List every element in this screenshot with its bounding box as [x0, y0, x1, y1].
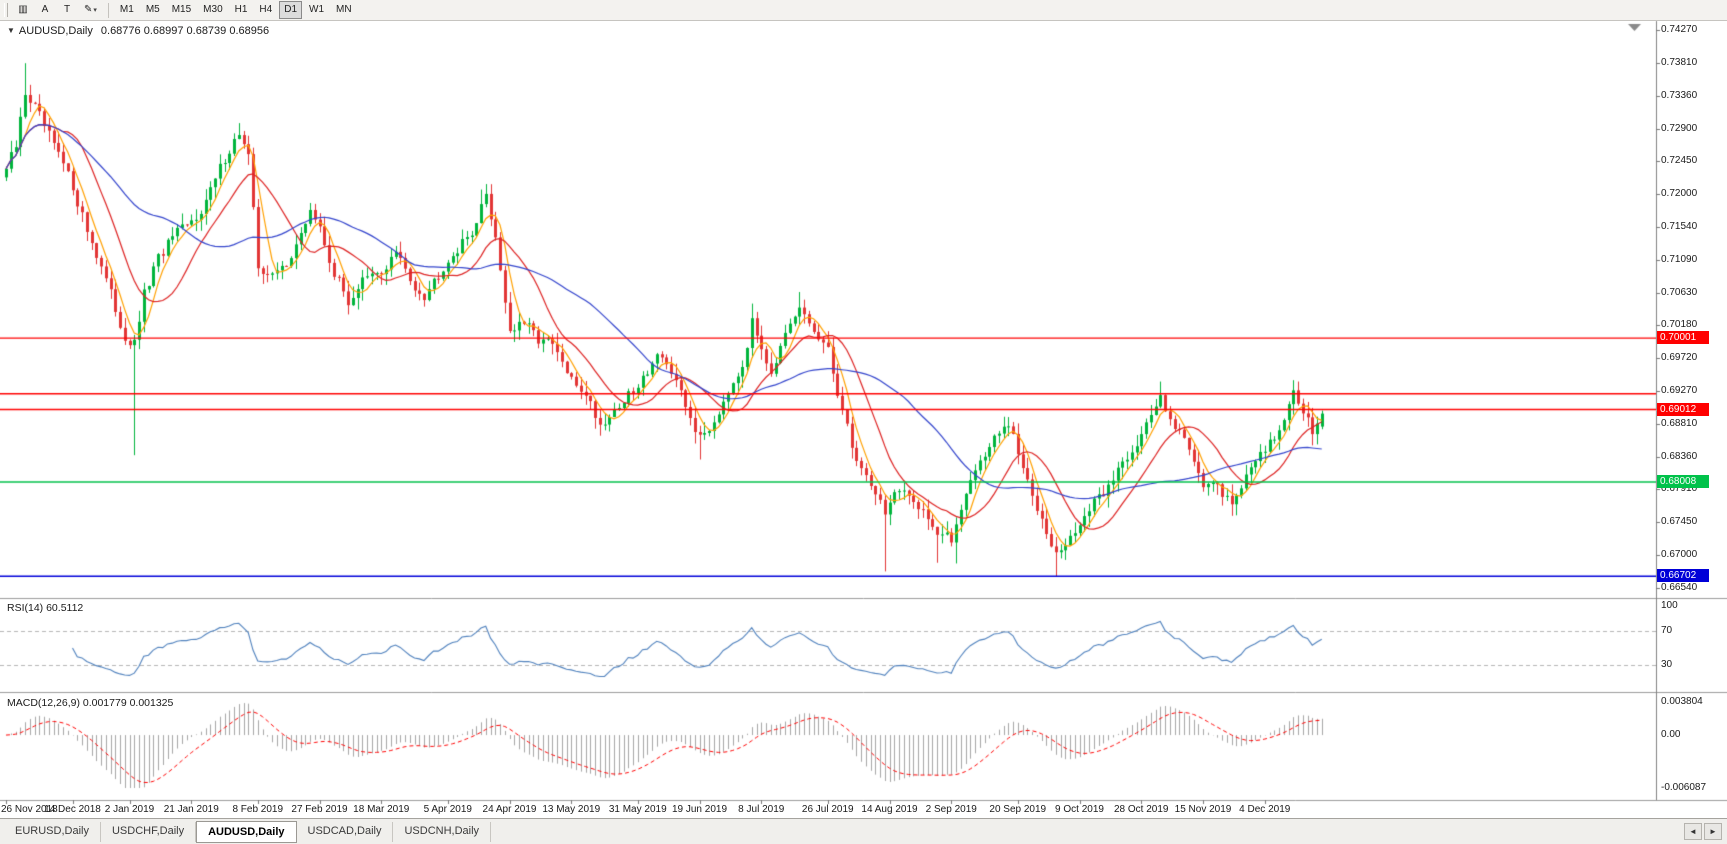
collapse-arrow-icon[interactable]: ▼	[7, 26, 15, 35]
price-axis-label: 0.70630	[1661, 286, 1698, 298]
price-axis-label: 0.67910	[1661, 483, 1698, 495]
date-axis-label: 14 Dec 2018	[44, 804, 101, 815]
date-axis-label: 2 Sep 2019	[925, 804, 977, 815]
cursor-tool-icon: A	[41, 4, 49, 15]
price-axis-label: 0.68810	[1661, 418, 1698, 430]
text-tool-icon: T	[63, 4, 71, 15]
chart-tabs-bar: EURUSD,Daily USDCHF,Daily AUDUSD,Daily USDC…	[0, 818, 1727, 844]
price-axis-label: 0.71540	[1661, 221, 1698, 233]
date-axis-label: 4 Dec 2019	[1239, 804, 1291, 815]
tabs-scroll: ◄ ►	[1684, 823, 1727, 840]
date-axis-label: 27 Feb 2019	[291, 804, 348, 815]
price-axis-label: 0.72900	[1661, 122, 1698, 134]
timeframe-button-w1[interactable]: W1	[309, 4, 325, 15]
rsi-indicator-label: RSI(14) 60.5112	[7, 602, 84, 614]
chart-window-icon-button[interactable]: ▥	[13, 1, 33, 19]
toolbar-timeframes-group: M1 M5 M15 M30 H1 H4 D1 W1 MN	[114, 1, 358, 19]
price-axis-label: 0.66540	[1661, 582, 1698, 593]
rsi-axis-label: 100	[1661, 600, 1678, 611]
price-axis-label: 0.67450	[1661, 516, 1698, 528]
symbol-title: AUDUSD,Daily	[18, 25, 93, 37]
toolbar-separator	[107, 2, 109, 18]
chart-tab-usdcnh-daily[interactable]: USDCNH,Daily	[393, 821, 492, 842]
tabs-scroll-right-button[interactable]: ►	[1704, 823, 1722, 840]
chart-window-icon-icon: ▥	[18, 4, 28, 15]
ohlc-values: 0.68776 0.68997 0.68739 0.68956	[100, 25, 270, 37]
drawing-tools-icon: ✎	[84, 4, 93, 15]
price-axis-label: 0.67000	[1661, 548, 1698, 560]
macd-indicator-label: MACD(12,26,9) 0.001779 0.001325	[7, 697, 174, 709]
macd-axis-label: -0.006087	[1661, 782, 1707, 793]
date-axis-label: 2 Jan 2019	[104, 804, 155, 815]
date-axis-label: 15 Nov 2019	[1174, 804, 1232, 815]
date-axis-label: 31 May 2019	[608, 804, 667, 815]
chart-tab-usdchf-daily[interactable]: USDCHF,Daily	[101, 821, 197, 842]
date-axis-label: 28 Oct 2019	[1114, 804, 1169, 815]
price-axis-label: 0.69270	[1661, 384, 1698, 396]
hline-price-tag: 0.66702	[1657, 569, 1709, 583]
date-axis-label: 5 Apr 2019	[423, 804, 472, 815]
chart-tab-usdcad-daily[interactable]: USDCAD,Daily	[297, 821, 394, 842]
hline-price-tag: 0.69012	[1657, 402, 1709, 416]
time-axis[interactable]: 26 Nov 2018 14 Dec 2018 2 Jan 2019 21 Jan 2…	[0, 801, 1656, 818]
rsi-axis-label: 30	[1661, 658, 1673, 670]
macd-axis-label: 0.00	[1661, 729, 1681, 741]
price-axis-label: 0.72450	[1661, 155, 1698, 167]
price-axis-label: 0.70180	[1661, 319, 1698, 331]
dropdown-caret-icon: ▾	[93, 7, 97, 14]
toolbar-grip[interactable]	[4, 3, 8, 17]
price-axis[interactable]: 0.74270 0.73810 0.73360 0.72900 0.72450 0.720…	[1657, 21, 1727, 801]
timeframe-button-mn[interactable]: MN	[336, 4, 352, 15]
date-axis-label: 8 Jul 2019	[738, 804, 785, 815]
price-axis-label: 0.73810	[1661, 57, 1698, 69]
price-axis-label: 0.74270	[1661, 24, 1698, 35]
rsi-axis-label: 70	[1661, 625, 1673, 637]
timeframe-button-h1[interactable]: H1	[234, 4, 248, 15]
text-tool-button[interactable]: T	[57, 1, 77, 19]
date-axis-label: 26 Nov 2018	[1, 804, 58, 815]
price-axis-label: 0.68360	[1661, 450, 1698, 462]
timeframe-button-m15[interactable]: M15	[171, 4, 192, 15]
price-axis-label: 0.73360	[1661, 89, 1698, 101]
date-axis-label: 24 Apr 2019	[482, 804, 537, 815]
hline-price-tag: 0.68008	[1657, 475, 1709, 489]
date-axis-label: 19 Jun 2019	[671, 804, 728, 815]
chart-tabs: EURUSD,Daily USDCHF,Daily AUDUSD,Daily USDC…	[0, 819, 492, 844]
drawing-tools-button[interactable]: ✎▾	[79, 1, 102, 19]
date-axis-label: 14 Aug 2019	[861, 804, 918, 815]
chart-tab-eurusd-daily[interactable]: EURUSD,Daily	[4, 821, 101, 842]
tabs-scroll-left-button[interactable]: ◄	[1684, 823, 1702, 840]
date-axis-label: 13 May 2019	[542, 804, 601, 815]
date-axis-label: 8 Feb 2019	[232, 804, 284, 815]
timeframe-button-m1[interactable]: M1	[119, 4, 134, 15]
hline-price-tag: 0.70001	[1657, 331, 1709, 345]
price-axis-label: 0.71090	[1661, 253, 1698, 265]
date-axis-label: 9 Oct 2019	[1055, 804, 1104, 815]
chart-tab-audusd-daily[interactable]: AUDUSD,Daily	[196, 820, 297, 843]
timeframe-button-h4[interactable]: H4	[259, 4, 273, 15]
timeframe-button-d1[interactable]: D1	[279, 1, 303, 19]
toolbar-tools-group: ▥ A T ✎▾	[12, 1, 103, 19]
date-axis-label: 20 Sep 2019	[989, 804, 1047, 815]
price-axis-label: 0.72000	[1661, 187, 1698, 199]
timeframe-button-m30[interactable]: M30	[203, 4, 223, 15]
timeframe-button-m5[interactable]: M5	[145, 4, 160, 15]
macd-axis-label: 0.003804	[1661, 696, 1703, 707]
cursor-tool-button[interactable]: A	[35, 1, 55, 19]
date-axis-label: 21 Jan 2019	[163, 804, 219, 815]
date-axis-label: 26 Jul 2019	[801, 804, 854, 815]
toolbar: ▥ A T ✎▾ M1 M5 M15 M30 H1 H4 D1 W1 MN	[0, 0, 1727, 21]
date-axis-label: 18 Mar 2019	[353, 804, 410, 815]
price-axis-label: 0.69720	[1661, 352, 1698, 364]
symbol-ohlc-header: ▼ AUDUSD,Daily 0.68776 0.68997 0.68739 0.6…	[7, 25, 269, 37]
